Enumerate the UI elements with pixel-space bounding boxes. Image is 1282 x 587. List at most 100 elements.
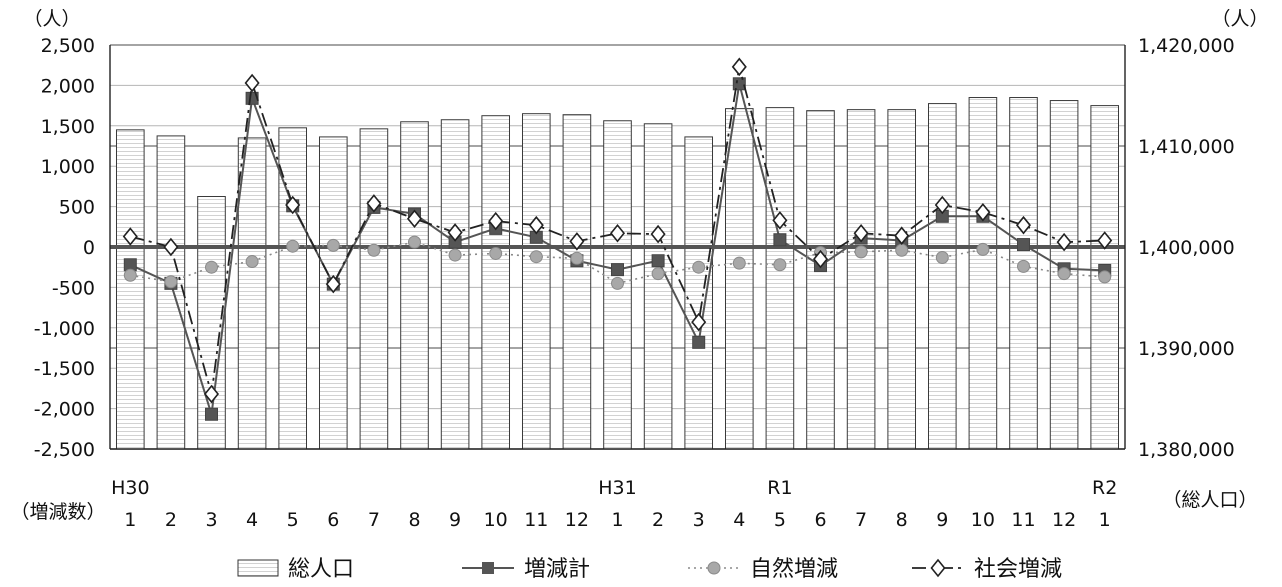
right-tick-label: 1,420,000: [1138, 35, 1235, 57]
bar-total-population: [765, 107, 795, 450]
category-label: 11: [1011, 509, 1035, 531]
marker-natural-change: [164, 275, 178, 289]
marker-total-change: [732, 77, 746, 91]
left-tick-label: -2,500: [34, 439, 95, 461]
legend-marker-natural-change: [707, 561, 721, 575]
era-label: R1: [767, 477, 792, 499]
marker-social-change: [122, 227, 138, 246]
category-label: 10: [971, 509, 995, 531]
category-label: 8: [896, 509, 908, 531]
bar-total-population: [684, 136, 714, 450]
marker-natural-change: [1057, 267, 1071, 281]
marker-natural-change: [326, 238, 340, 252]
category-label: 2: [652, 509, 664, 531]
left-tick-label: 2,000: [41, 75, 95, 97]
left-tick-label: -1,000: [34, 318, 95, 340]
marker-total-change: [205, 407, 218, 421]
marker-natural-change: [123, 268, 137, 282]
marker-natural-change: [976, 242, 990, 256]
category-label: 4: [246, 509, 258, 531]
marker-natural-change: [448, 248, 462, 262]
era-label: H30: [111, 477, 149, 499]
axes: 2,500 2,000 1,500 1,000 500 0 -500 -1,000 -1,500…: [10, 8, 1268, 531]
category-label: 1: [611, 509, 623, 531]
category-label: 11: [524, 509, 548, 531]
marker-social-change: [650, 224, 666, 244]
marker-natural-change: [570, 251, 584, 265]
marker-social-change: [731, 57, 747, 77]
marker-social-change: [528, 215, 544, 235]
marker-natural-change: [489, 246, 503, 260]
left-tick-label: 500: [59, 197, 95, 219]
era-label: R2: [1092, 477, 1117, 499]
bar-total-population: [115, 129, 145, 450]
marker-social-change: [488, 211, 504, 231]
category-label: 12: [565, 509, 589, 531]
marker-natural-change: [732, 256, 746, 270]
category-label: 9: [449, 509, 461, 531]
marker-natural-change: [286, 239, 300, 253]
marker-natural-change: [895, 243, 909, 257]
marker-social-change: [366, 194, 382, 213]
left-unit-label: （人）: [23, 8, 80, 30]
marker-social-change: [244, 73, 260, 93]
marker-natural-change: [935, 251, 949, 265]
marker-social-change: [203, 384, 220, 404]
marker-social-change: [853, 223, 869, 243]
category-label: 5: [774, 509, 786, 531]
bar-total-population: [440, 119, 470, 450]
marker-social-change: [894, 226, 910, 245]
category-label: 9: [936, 509, 948, 531]
left-tick-label: -1,500: [34, 358, 95, 380]
legend-swatch-total-population: [237, 559, 279, 577]
legend-label: 自然増減: [750, 557, 838, 582]
marker-total-change: [1017, 238, 1030, 252]
marker-natural-change: [854, 245, 868, 259]
legend-marker-total-change: [482, 562, 494, 574]
marker-social-change: [447, 223, 463, 242]
legend-label: 社会増減: [974, 557, 1062, 582]
left-tick-label: 1,000: [41, 156, 95, 178]
legend: 総人口 増減計 自然増減 社会増減: [237, 557, 1062, 582]
bar-total-population: [643, 123, 673, 450]
marker-natural-change: [651, 267, 665, 281]
marker-social-change: [1056, 232, 1072, 252]
right-tick-label: 1,380,000: [1138, 439, 1235, 461]
bar-total-population: [806, 110, 835, 450]
marker-natural-change: [1098, 270, 1112, 284]
bar-total-population: [521, 113, 551, 450]
left-tick-label: -2,000: [34, 399, 95, 421]
category-label: 7: [368, 509, 380, 531]
marker-natural-change: [245, 255, 259, 269]
bar-total-population: [481, 115, 511, 450]
right-unit-label: （人）: [1211, 8, 1268, 30]
category-label: 5: [287, 509, 299, 531]
marker-natural-change: [367, 243, 381, 257]
marker-social-change: [812, 249, 829, 269]
marker-social-change: [569, 232, 585, 251]
marker-total-change: [692, 335, 706, 349]
right-tick-label: 1,400,000: [1138, 237, 1235, 259]
marker-total-change: [611, 263, 624, 277]
marker-social-change: [772, 211, 788, 230]
marker-social-change: [1015, 215, 1032, 235]
era-label: H31: [598, 477, 636, 499]
marker-social-change: [325, 274, 341, 294]
bar-total-population: [1009, 97, 1038, 450]
category-label: 3: [693, 509, 705, 531]
marker-social-change: [163, 237, 179, 257]
category-label: 8: [408, 509, 420, 531]
marker-natural-change: [408, 235, 421, 249]
bar-total-population: [724, 108, 754, 450]
marker-natural-change: [611, 276, 624, 290]
bar-total-population: [156, 135, 186, 450]
category-label: 6: [814, 509, 826, 531]
change-lines: [122, 57, 1113, 421]
marker-social-change: [975, 202, 991, 222]
bar-total-population: [887, 109, 917, 450]
left-tick-label: -500: [52, 277, 95, 299]
category-label: 10: [484, 509, 508, 531]
marker-natural-change: [205, 260, 218, 274]
bar-total-population: [846, 109, 876, 450]
bar-total-population: [927, 103, 957, 450]
